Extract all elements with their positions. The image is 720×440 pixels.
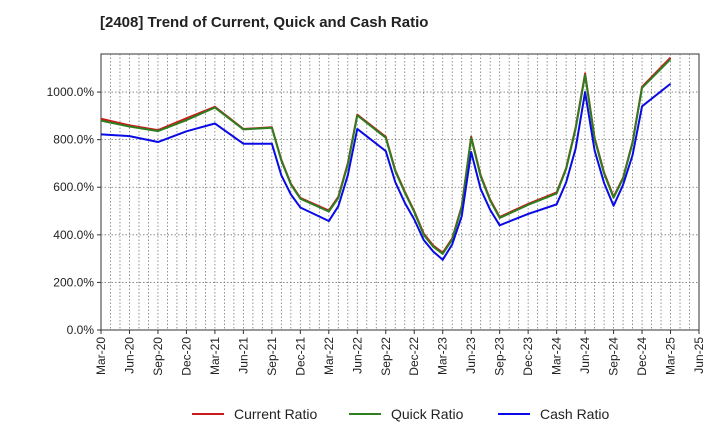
chart-title: [2408] Trend of Current, Quick and Cash … xyxy=(100,14,429,31)
x-tick-label: Jun-23 xyxy=(464,337,478,374)
x-tick-label: Mar-24 xyxy=(550,337,564,375)
x-axis-ticks: Mar-20 Jun-20 Sep-20 Dec-20 Mar-21 Jun-21 Sep-… xyxy=(94,330,706,376)
x-tick-label: Sep-24 xyxy=(607,337,621,376)
x-tick-label: Jun-20 xyxy=(122,337,136,374)
y-tick-label: 0.0% xyxy=(67,323,95,337)
x-tick-label: Sep-20 xyxy=(151,337,165,376)
y-tick-label: 600.0% xyxy=(53,180,94,194)
y-tick-label: 400.0% xyxy=(53,228,94,242)
x-tick-label: Jun-24 xyxy=(578,337,592,374)
x-tick-label: Dec-21 xyxy=(293,337,307,376)
x-tick-label: Sep-23 xyxy=(493,337,507,376)
legend-label-current-ratio: Current Ratio xyxy=(234,406,317,422)
x-tick-label: Mar-23 xyxy=(436,337,450,375)
x-tick-label: Sep-22 xyxy=(379,337,393,376)
x-tick-label: Jun-25 xyxy=(692,337,706,374)
x-tick-label: Sep-21 xyxy=(265,337,279,376)
series-line-cash-ratio xyxy=(100,82,672,261)
x-tick-label: Jun-21 xyxy=(236,337,250,374)
legend-label-quick-ratio: Quick Ratio xyxy=(391,406,464,422)
series-line-quick-ratio xyxy=(100,58,672,255)
x-tick-label: Mar-20 xyxy=(94,337,108,375)
legend-label-cash-ratio: Cash Ratio xyxy=(540,406,609,422)
x-tick-label: Dec-23 xyxy=(521,337,535,376)
x-tick-label: Dec-22 xyxy=(407,337,421,376)
x-tick-label: Mar-21 xyxy=(208,337,222,375)
x-tick-label: Dec-24 xyxy=(635,337,649,376)
y-axis-ticks: 0.0% 200.0% 400.0% 600.0% 800.0% 1000.0% xyxy=(47,85,101,337)
y-tick-label: 800.0% xyxy=(53,133,94,147)
legend: Current Ratio Quick Ratio Cash Ratio xyxy=(192,406,609,422)
x-tick-label: Jun-22 xyxy=(350,337,364,374)
y-tick-label: 200.0% xyxy=(53,275,94,289)
series-lines xyxy=(100,56,672,261)
x-tick-label: Dec-20 xyxy=(179,337,193,376)
y-tick-label: 1000.0% xyxy=(47,85,95,99)
x-tick-label: Mar-22 xyxy=(322,337,336,375)
x-tick-label: Mar-25 xyxy=(664,337,678,375)
